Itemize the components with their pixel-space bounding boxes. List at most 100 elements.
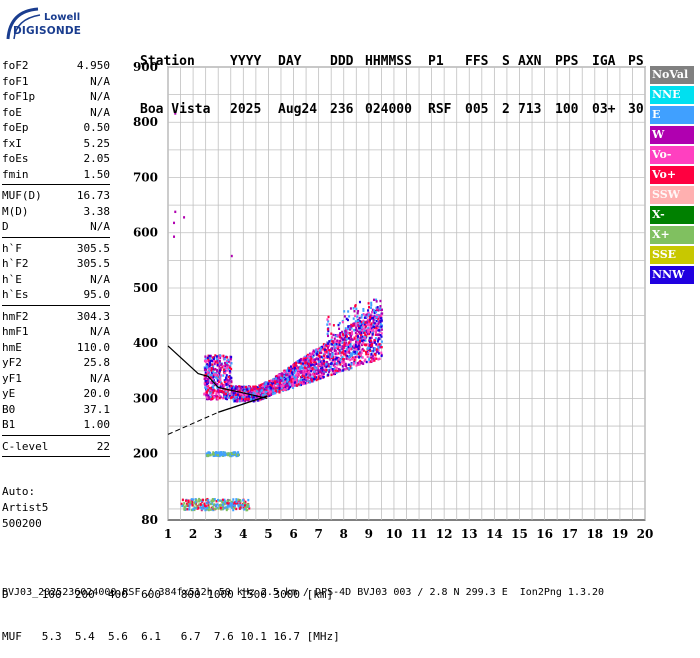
echo-point [330,361,333,365]
echo-point [298,372,301,376]
echo-point [309,368,312,371]
echo-point [215,382,218,386]
echo-point [206,382,209,386]
echo-point [222,451,225,454]
echo-point [211,373,214,376]
echo-point [225,394,228,397]
echo-point [313,350,316,354]
echo-point [359,359,362,363]
echo-point [309,373,312,377]
echo-point [326,348,329,351]
echo-point [345,329,348,332]
echo-point [304,371,307,374]
echo-point [373,359,376,362]
echo-point [370,350,373,353]
echo-point [365,329,368,332]
legend-item-sse: SSE [650,246,694,264]
echo-point [206,371,209,374]
echo-point [283,380,286,384]
echo-point [309,354,312,358]
echo-point [378,357,381,360]
echo-point [275,389,278,392]
echo-point [358,360,361,364]
param-row-hmf2: hmF2 304.3 [2,309,110,325]
echo-point [335,352,338,356]
echo-point [327,343,330,347]
header-value: 100 [555,102,579,117]
param-value: 25.8 [83,356,111,369]
echo-point [379,321,382,324]
echo-point [330,332,333,335]
echo-point [321,366,324,369]
echo-point [376,340,379,343]
echo-point [369,316,372,320]
echo-point [305,373,308,376]
echo-point [342,338,345,341]
param-value: N/A [90,90,110,103]
echo-point [327,370,330,374]
echo-point [299,358,302,361]
echo-point [218,364,221,368]
echo-point [355,347,358,351]
echo-point [207,385,210,388]
echo-point [370,303,373,307]
echo-point [197,506,200,510]
param-name: h`Es [2,288,29,301]
echo-point [320,362,323,365]
echo-point [244,399,247,403]
echo-point [211,393,214,396]
echo-point [247,505,250,508]
echo-point [218,375,221,379]
echo-point [220,499,223,502]
echo-point [332,372,335,376]
echo-point [368,332,371,336]
echo-point [257,386,260,390]
echo-point [228,394,231,397]
echo-point [309,364,312,367]
echo-point [330,356,333,360]
echo-point [226,506,229,509]
echo-point [325,344,328,348]
echo-point [357,344,360,347]
echo-point [357,309,360,313]
echo-point [229,387,232,391]
echo-point [287,385,290,388]
echo-point [371,357,374,361]
echo-point [235,498,238,501]
echo-point [308,360,311,363]
echo-point [239,392,242,395]
echo-point [221,507,224,511]
echo-point [368,320,371,323]
echo-point [308,353,311,356]
echo-point [313,370,316,373]
echo-point [347,357,350,361]
echo-point [264,390,267,394]
echo-point [357,352,360,356]
echo-point [209,389,212,393]
param-value: 1.50 [83,167,111,181]
echo-point [292,370,295,374]
echo-point [225,383,228,386]
echo-point [356,315,359,318]
echo-point [317,375,320,379]
echo-point [219,379,222,382]
echo-point [368,322,371,326]
header-label: YYYY [230,54,262,69]
echo-point [318,347,321,351]
echo-point [378,343,381,346]
echo-point [351,347,354,351]
echo-point [247,390,250,393]
echo-point [207,504,210,507]
echo-point [297,360,300,363]
echo-point [295,362,298,365]
echo-point [279,377,282,381]
echo-point [203,393,206,396]
echo-point [183,216,186,219]
echo-point [310,378,313,382]
param-separator [2,304,110,306]
header-value: 03+ [592,102,616,117]
echo-point [351,330,354,333]
echo-point [230,355,233,359]
echo-point [315,357,318,360]
echo-point [376,343,379,346]
